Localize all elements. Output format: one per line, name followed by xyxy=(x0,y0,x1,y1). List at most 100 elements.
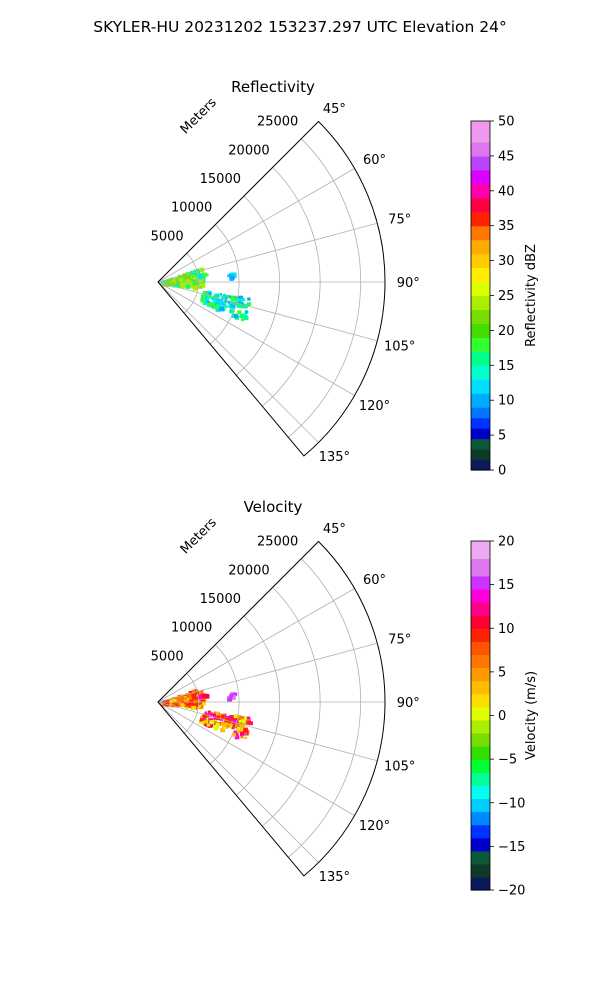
echo-pixel xyxy=(225,722,228,725)
echo-pixel xyxy=(209,712,213,716)
azimuth-gridline xyxy=(157,281,355,396)
echo-pixel xyxy=(186,275,191,279)
echo-pixel xyxy=(227,725,230,728)
azimuth-gridline xyxy=(157,168,355,283)
echo-pixel xyxy=(227,697,233,702)
echo-pixel xyxy=(231,304,236,309)
colorbar-tick-label: 15 xyxy=(498,578,515,593)
echo-pixel xyxy=(234,314,239,318)
echo-pixel xyxy=(230,296,236,302)
echo-pixel xyxy=(185,696,190,701)
echo-pixel xyxy=(229,309,234,314)
echo-pixel xyxy=(175,281,181,286)
echo-pixel xyxy=(241,298,246,302)
echo-pixel xyxy=(229,693,234,698)
theta-tick-label: 45° xyxy=(323,102,346,117)
colorbar-segment xyxy=(471,667,490,682)
colorbar-segment xyxy=(471,541,490,560)
echo-pixel xyxy=(202,274,206,278)
colorbar-segment xyxy=(471,438,490,450)
theta-tick-label: 135° xyxy=(319,870,350,885)
echo-pixel xyxy=(239,715,244,721)
echo-pixel xyxy=(184,704,188,708)
colorbar-segment xyxy=(471,225,490,241)
range-ring xyxy=(235,195,280,376)
echo-pixel xyxy=(191,693,197,699)
echo-pixel xyxy=(202,694,207,699)
echo-pixel xyxy=(192,703,197,708)
range-tick-label: 15000 xyxy=(200,592,241,607)
echo-pixel xyxy=(198,695,203,700)
echo-pixel xyxy=(186,277,190,281)
colorbar-tick-label: 10 xyxy=(498,394,515,409)
colorbar-segment xyxy=(471,680,490,695)
echo-pixel xyxy=(175,283,180,288)
echo-pixel xyxy=(229,725,233,728)
echo-pixel xyxy=(189,699,192,703)
echo-pixel xyxy=(233,714,239,719)
range-tick-label: 25000 xyxy=(257,535,298,550)
colorbar-segment xyxy=(471,824,490,839)
range-axis-label: Meters xyxy=(178,515,220,557)
echo-pixel xyxy=(191,705,197,710)
echo-pixel xyxy=(214,724,217,727)
colorbar-segment xyxy=(471,719,490,734)
echo-pixel xyxy=(223,293,226,297)
range-ring xyxy=(261,167,321,407)
echo-pixel xyxy=(209,720,215,725)
echo-pixel xyxy=(202,713,208,718)
echo-pixel xyxy=(239,295,242,298)
polar-grid xyxy=(157,138,385,443)
echo-pixel xyxy=(208,302,212,306)
echo-pixel xyxy=(215,307,221,312)
colorbar-tick-label: −20 xyxy=(498,884,525,899)
echo-pixel xyxy=(194,276,198,280)
echo-pixel xyxy=(167,278,171,282)
echo-pixel xyxy=(172,283,176,286)
theta-tick-label: 120° xyxy=(359,819,390,834)
echo-pixel xyxy=(180,275,184,278)
azimuth-gridline xyxy=(157,701,355,816)
colorbar-tick-label: −10 xyxy=(498,796,525,811)
echo-pixel xyxy=(240,731,245,736)
echo-pixel xyxy=(221,295,226,299)
echo-pixel xyxy=(227,274,231,278)
colorbar-segment xyxy=(471,449,490,461)
echo-pixel xyxy=(238,296,241,299)
theta-tick-label: 60° xyxy=(363,153,386,168)
echo-pixel xyxy=(205,695,210,699)
colorbar-tick-label: 15 xyxy=(498,359,515,374)
echo-pixel xyxy=(237,310,242,315)
echo-pixel xyxy=(224,305,228,309)
echo-pixel xyxy=(198,704,202,708)
echo-pixel xyxy=(200,717,205,721)
echo-pixel xyxy=(176,697,181,702)
colorbar-segment xyxy=(471,281,490,297)
echo-pixel xyxy=(202,300,208,305)
theta-tick-label: 90° xyxy=(397,276,420,291)
echo-pixel xyxy=(222,726,226,730)
echo-data xyxy=(161,267,252,322)
colorbar-segment xyxy=(471,239,490,255)
echo-pixel xyxy=(194,273,199,277)
colorbar-segment xyxy=(471,337,490,352)
colorbar-segment xyxy=(471,253,490,269)
echo-pixel xyxy=(227,301,231,304)
echo-pixel xyxy=(204,295,209,299)
colorbar-segment xyxy=(471,428,490,440)
echo-pixel xyxy=(219,301,224,306)
echo-pixel xyxy=(194,690,200,695)
colorbar-tick-label: 5 xyxy=(498,665,506,680)
echo-pixel xyxy=(200,282,205,287)
echo-pixel xyxy=(180,703,185,707)
echo-pixel xyxy=(212,299,216,303)
echo-pixel xyxy=(169,278,173,281)
echo-pixel xyxy=(227,695,230,698)
colorbar-segment xyxy=(471,169,490,185)
echo-pixel xyxy=(231,313,236,318)
colorbar-segment xyxy=(471,628,490,642)
theta-tick-label: 75° xyxy=(388,632,411,647)
colorbar-segment xyxy=(471,693,490,708)
panel-title: Velocity xyxy=(244,498,303,516)
range-tick-label: 25000 xyxy=(257,115,298,130)
